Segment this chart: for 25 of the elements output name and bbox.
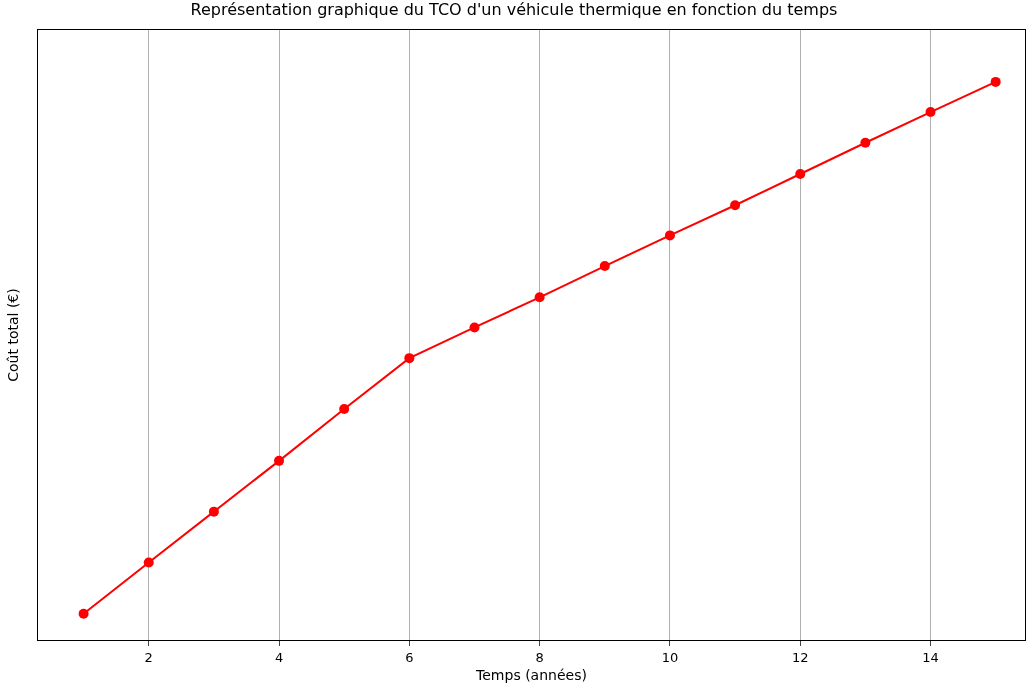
point: [795, 168, 806, 179]
point: [925, 107, 936, 118]
point: [404, 353, 415, 364]
point: [730, 200, 741, 211]
x-axis-title: Temps (années): [475, 666, 587, 683]
x-tick-label: 8: [535, 649, 544, 665]
point: [990, 76, 1001, 87]
x-tick-label: 10: [661, 649, 679, 665]
point: [599, 261, 610, 272]
point: [78, 608, 89, 619]
x-tick-label: 14: [922, 649, 939, 665]
point: [339, 403, 350, 414]
x-tick-label: 2: [144, 649, 153, 665]
point: [469, 322, 480, 333]
point: [143, 557, 154, 568]
point: [534, 292, 545, 303]
point: [860, 137, 871, 148]
x-tick-label: 6: [405, 649, 414, 665]
x-tick-label: 12: [791, 649, 809, 665]
y-axis-title: Coût total (€): [4, 288, 21, 382]
point: [664, 230, 675, 241]
point: [208, 506, 219, 517]
chart-title: Représentation graphique du TCO d'un véhicule thermique en fonction du temps: [190, 0, 838, 20]
x-tick-label: 4: [274, 649, 284, 665]
point: [274, 455, 285, 466]
